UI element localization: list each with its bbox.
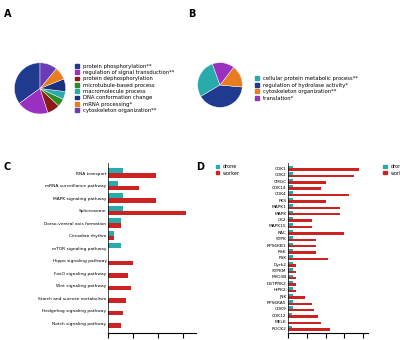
Bar <box>108 211 186 216</box>
Bar <box>288 204 293 207</box>
Bar <box>288 181 326 184</box>
Bar <box>288 194 349 196</box>
Bar <box>288 223 293 226</box>
Wedge shape <box>198 64 220 97</box>
Bar <box>108 261 133 266</box>
Legend: protein phosphorylation**, regulation of signal transduction**, protein dephosph: protein phosphorylation**, regulation of… <box>75 64 174 113</box>
Bar <box>288 175 354 177</box>
Bar <box>288 166 293 168</box>
Bar <box>108 231 114 236</box>
Bar <box>108 273 128 278</box>
Bar <box>108 198 156 203</box>
Bar <box>288 274 293 277</box>
Bar <box>288 187 321 190</box>
Bar <box>288 296 305 299</box>
Bar <box>288 258 328 260</box>
Bar <box>108 323 120 328</box>
Bar <box>288 251 316 254</box>
Bar <box>288 268 293 271</box>
Bar <box>288 249 293 251</box>
Bar <box>288 283 296 286</box>
Bar <box>288 213 340 216</box>
Bar <box>108 243 120 248</box>
Wedge shape <box>201 85 242 107</box>
Bar <box>108 286 131 290</box>
Bar <box>288 239 316 241</box>
Bar <box>288 303 312 305</box>
Bar <box>288 178 293 181</box>
Text: C: C <box>4 162 11 172</box>
Bar <box>288 277 296 279</box>
Bar <box>288 245 316 248</box>
Text: A: A <box>4 9 12 19</box>
Bar <box>288 313 292 315</box>
Bar <box>288 322 321 324</box>
Legend: cellular protein metabolic process**, regulation of hydrolase activity*, cytoske: cellular protein metabolic process**, re… <box>255 76 358 101</box>
Bar <box>288 207 340 209</box>
Legend: drone, worker: drone, worker <box>214 162 242 177</box>
Wedge shape <box>212 63 234 85</box>
Bar <box>288 255 293 258</box>
Wedge shape <box>14 63 40 103</box>
Bar <box>108 173 156 178</box>
Bar <box>108 186 140 190</box>
Bar <box>108 168 123 173</box>
Wedge shape <box>40 88 59 113</box>
Bar <box>288 326 292 328</box>
Bar <box>288 262 293 264</box>
Bar <box>288 230 293 232</box>
Bar <box>288 242 293 245</box>
Wedge shape <box>40 69 64 88</box>
Bar <box>288 236 293 239</box>
Bar <box>288 309 314 311</box>
Wedge shape <box>40 88 63 106</box>
Wedge shape <box>40 79 66 91</box>
Bar <box>288 271 296 273</box>
Wedge shape <box>40 63 56 88</box>
Wedge shape <box>40 88 65 99</box>
Bar <box>288 300 293 303</box>
Bar <box>288 217 293 219</box>
Bar <box>288 226 312 228</box>
Bar <box>108 223 120 228</box>
Bar <box>108 236 114 240</box>
Bar <box>288 210 293 213</box>
Bar <box>288 200 326 203</box>
Bar <box>288 306 293 309</box>
Wedge shape <box>19 88 48 114</box>
Bar <box>288 264 296 267</box>
Bar <box>108 206 123 211</box>
Bar <box>288 290 296 292</box>
Bar <box>108 311 123 316</box>
Bar <box>108 219 120 223</box>
Bar <box>288 328 330 330</box>
Bar <box>288 191 293 194</box>
Bar <box>288 281 293 283</box>
Bar <box>108 193 123 198</box>
Bar <box>288 219 312 222</box>
Bar <box>108 298 126 303</box>
Wedge shape <box>220 67 242 87</box>
Text: B: B <box>188 9 195 19</box>
Bar <box>288 287 293 290</box>
Bar <box>288 185 293 187</box>
Bar <box>288 168 358 171</box>
Legend: drone, worker: drone, worker <box>381 162 400 177</box>
Bar <box>288 172 293 175</box>
Bar <box>108 181 118 186</box>
Bar <box>288 198 293 200</box>
Bar <box>288 315 318 318</box>
Bar <box>288 232 344 235</box>
Text: D: D <box>196 162 204 172</box>
Bar <box>288 294 293 296</box>
